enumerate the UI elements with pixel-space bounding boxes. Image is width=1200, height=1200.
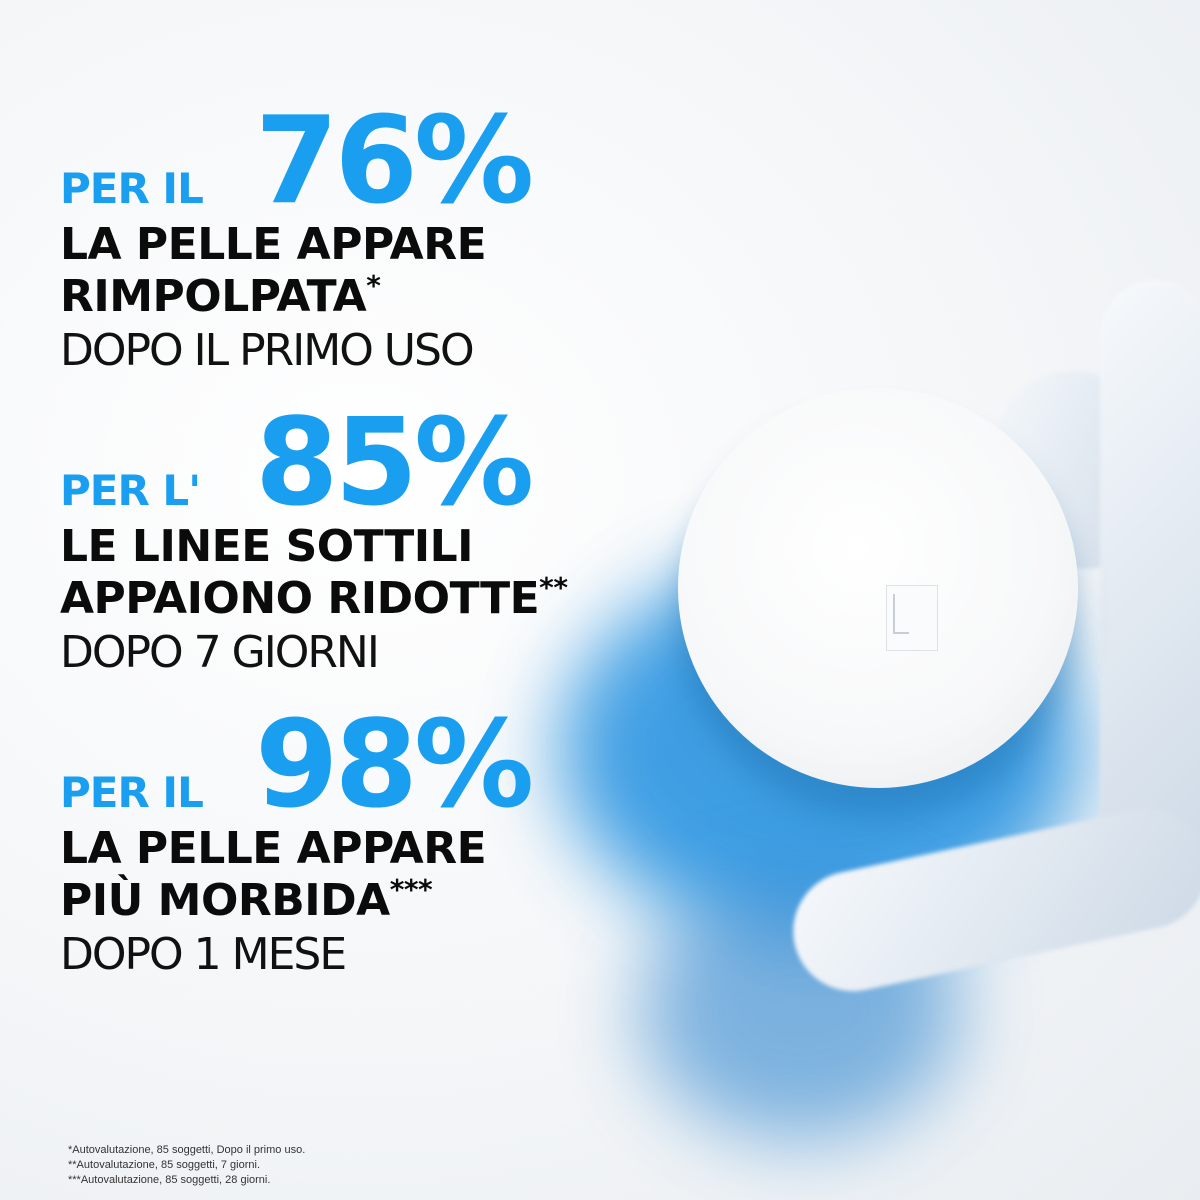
stat-line1: LE LINEE SOTTILI (60, 521, 474, 572)
stat-percent: 85% (255, 394, 534, 533)
jar-lid (678, 388, 1078, 788)
stat-percent: 98% (255, 696, 534, 835)
footnotes: *Autovalutazione, 85 soggetti, Dopo il p… (68, 1143, 305, 1188)
stat-prefix: PER IL (60, 768, 204, 817)
glove-finger (1100, 280, 1200, 900)
stat-line1: LA PELLE APPARE (60, 219, 487, 270)
stat-line2: PIÙ MORBIDA*** (60, 873, 433, 926)
stat-line1: LA PELLE APPARE (60, 823, 487, 874)
footnote-mark: * (366, 269, 381, 302)
stat-period: DOPO IL PRIMO USO (60, 325, 475, 376)
footnote-mark: *** (389, 873, 433, 906)
stat-prefix: PER IL (60, 164, 204, 213)
brand-logo-icon (886, 585, 938, 651)
stat-percent: 76% (255, 92, 534, 231)
footnote-mark: ** (539, 571, 568, 604)
stat-line2: RIMPOLPATA* (60, 269, 381, 322)
stat-line2: APPAIONO RIDOTTE** (60, 571, 568, 624)
footnote: **Autovalutazione, 85 soggetti, 7 giorni… (68, 1159, 261, 1171)
footnote: ***Autovalutazione, 85 soggetti, 28 gior… (68, 1174, 271, 1186)
stat-line2-text: APPAIONO RIDOTTE (60, 573, 540, 624)
stat-period: DOPO 7 GIORNI (60, 627, 380, 678)
stat-line2-text: PIÙ MORBIDA (60, 875, 390, 926)
stat-prefix: PER L' (60, 466, 201, 515)
footnote: *Autovalutazione, 85 soggetti, Dopo il p… (68, 1144, 306, 1156)
stat-period: DOPO 1 MESE (60, 929, 347, 980)
stat-line2-text: RIMPOLPATA (60, 271, 367, 322)
